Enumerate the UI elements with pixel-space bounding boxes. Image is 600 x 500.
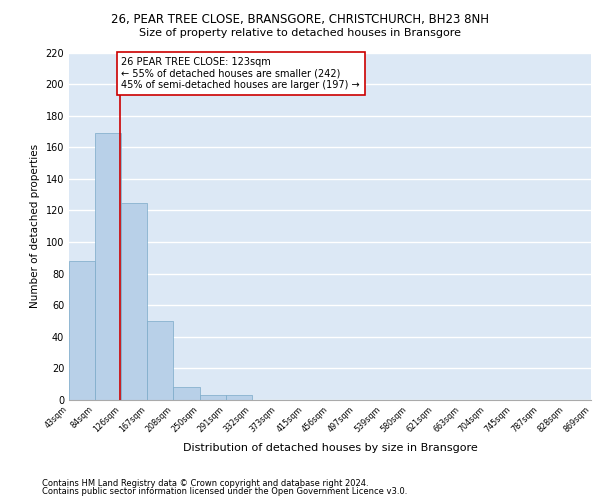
Bar (200, 396, 226, 400)
Bar (69, 261, 95, 400)
Bar (121, 202, 148, 400)
Bar (173, 388, 200, 400)
Text: Size of property relative to detached houses in Bransgore: Size of property relative to detached ho… (139, 28, 461, 38)
Text: 26 PEAR TREE CLOSE: 123sqm
← 55% of detached houses are smaller (242)
45% of sem: 26 PEAR TREE CLOSE: 123sqm ← 55% of deta… (121, 57, 360, 90)
Text: 26, PEAR TREE CLOSE, BRANSGORE, CHRISTCHURCH, BH23 8NH: 26, PEAR TREE CLOSE, BRANSGORE, CHRISTCH… (111, 12, 489, 26)
X-axis label: Distribution of detached houses by size in Bransgore: Distribution of detached houses by size … (182, 442, 478, 452)
Bar (95, 133, 121, 400)
Bar (226, 396, 251, 400)
Y-axis label: Number of detached properties: Number of detached properties (30, 144, 40, 308)
Text: Contains public sector information licensed under the Open Government Licence v3: Contains public sector information licen… (42, 487, 407, 496)
Bar (148, 321, 173, 400)
Text: Contains HM Land Registry data © Crown copyright and database right 2024.: Contains HM Land Registry data © Crown c… (42, 478, 368, 488)
